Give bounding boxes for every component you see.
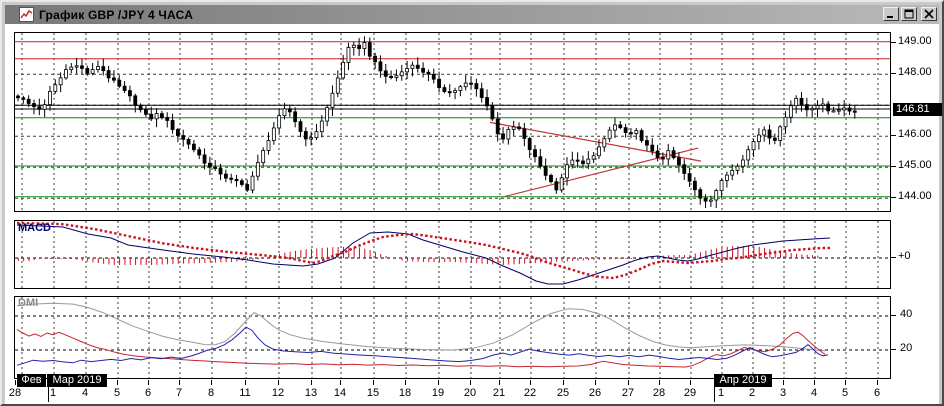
date-label: 19 xyxy=(431,387,445,399)
date-label: 1 xyxy=(717,387,725,399)
current-price-badge: 146.81 xyxy=(893,103,942,117)
date-tick xyxy=(278,380,279,385)
date-tick xyxy=(179,380,180,385)
minimize-button[interactable] xyxy=(883,7,899,21)
dmi-scale-tick xyxy=(891,314,896,316)
client-area: MACD DMI 149.00 148.00 146.00 145.00 144.00 … xyxy=(5,24,942,404)
date-label: 1 xyxy=(49,387,57,399)
dmi-label: DMI xyxy=(18,297,39,309)
price-axis-tick xyxy=(891,41,896,43)
chart-icon xyxy=(19,7,34,22)
dmi-panel[interactable]: DMI xyxy=(14,296,891,379)
price-axis-label: 149.00 xyxy=(898,35,932,48)
date-label: 13 xyxy=(304,387,318,399)
month-badge: Апр 2019 xyxy=(714,374,772,387)
macd-canvas[interactable] xyxy=(15,221,890,288)
month-badge: Фев xyxy=(17,374,46,387)
price-axis-tick xyxy=(891,134,896,136)
date-tick xyxy=(211,380,212,385)
date-tick xyxy=(814,380,815,385)
date-tick xyxy=(340,380,341,385)
dmi-scale-label: 20 xyxy=(900,342,913,354)
date-label: 6 xyxy=(873,387,881,399)
date-tick xyxy=(628,380,629,385)
date-label: 26 xyxy=(588,387,602,399)
date-tick xyxy=(405,380,406,385)
date-label: 29 xyxy=(683,387,697,399)
date-label: 15 xyxy=(366,387,380,399)
macd-zero-label: +0 xyxy=(898,250,911,262)
price-axis-tick xyxy=(891,165,896,167)
close-button[interactable] xyxy=(921,7,937,21)
date-label: 5 xyxy=(113,387,121,399)
date-tick xyxy=(470,380,471,385)
minimize-icon xyxy=(887,16,893,18)
date-label: 4 xyxy=(81,387,89,399)
close-icon xyxy=(924,9,934,19)
macd-zero-tick xyxy=(891,257,896,258)
price-axis-label: 146.00 xyxy=(898,128,932,141)
date-label: 12 xyxy=(271,387,285,399)
date-tick xyxy=(530,380,531,385)
maximize-button[interactable] xyxy=(901,7,917,21)
date-label: 22 xyxy=(523,387,537,399)
candlestick-canvas[interactable] xyxy=(15,33,890,211)
date-label: 8 xyxy=(207,387,215,399)
macd-panel[interactable]: MACD xyxy=(14,220,891,289)
date-tick xyxy=(659,380,660,385)
price-axis-label: 148.00 xyxy=(898,66,932,79)
date-label: 25 xyxy=(556,387,570,399)
date-tick xyxy=(148,380,149,385)
window-controls xyxy=(881,7,937,21)
date-tick xyxy=(499,380,500,385)
date-label: 28 xyxy=(8,387,22,399)
price-chart-panel[interactable] xyxy=(14,32,891,212)
date-tick xyxy=(15,380,16,385)
date-label: 3 xyxy=(779,387,787,399)
date-label: 2 xyxy=(748,387,756,399)
date-tick xyxy=(117,380,118,385)
price-axis-tick xyxy=(891,72,896,74)
date-label: 5 xyxy=(841,387,849,399)
date-label: 28 xyxy=(652,387,666,399)
dmi-scale-tick xyxy=(891,348,896,350)
date-label: 6 xyxy=(144,387,152,399)
date-label: 11 xyxy=(239,387,251,399)
title-bar[interactable]: График GBP /JPY 4 ЧАСА xyxy=(5,5,939,24)
date-tick xyxy=(690,380,691,385)
window-title: График GBP /JPY 4 ЧАСА xyxy=(39,7,194,22)
price-axis-tick xyxy=(891,196,896,198)
date-label: 7 xyxy=(175,387,183,399)
date-label: 14 xyxy=(333,387,347,399)
date-label: 21 xyxy=(492,387,506,399)
date-tick xyxy=(783,380,784,385)
month-separator xyxy=(714,379,715,402)
maximize-icon xyxy=(904,9,914,19)
date-label: 18 xyxy=(398,387,412,399)
date-tick xyxy=(595,380,596,385)
date-tick xyxy=(245,380,246,385)
dmi-scale-label: 40 xyxy=(900,308,913,320)
date-tick xyxy=(877,380,878,385)
macd-label: MACD xyxy=(18,222,51,234)
date-tick xyxy=(311,380,312,385)
price-axis-label: 145.00 xyxy=(898,159,932,172)
date-label: 4 xyxy=(810,387,818,399)
month-separator xyxy=(48,379,49,402)
date-tick xyxy=(373,380,374,385)
date-tick xyxy=(563,380,564,385)
date-tick xyxy=(845,380,846,385)
date-tick xyxy=(438,380,439,385)
price-axis-label: 144.00 xyxy=(898,190,932,203)
date-label: 20 xyxy=(463,387,477,399)
month-badge: Мар 2019 xyxy=(47,374,107,387)
dmi-canvas[interactable] xyxy=(15,297,890,378)
date-label: 27 xyxy=(621,387,635,399)
